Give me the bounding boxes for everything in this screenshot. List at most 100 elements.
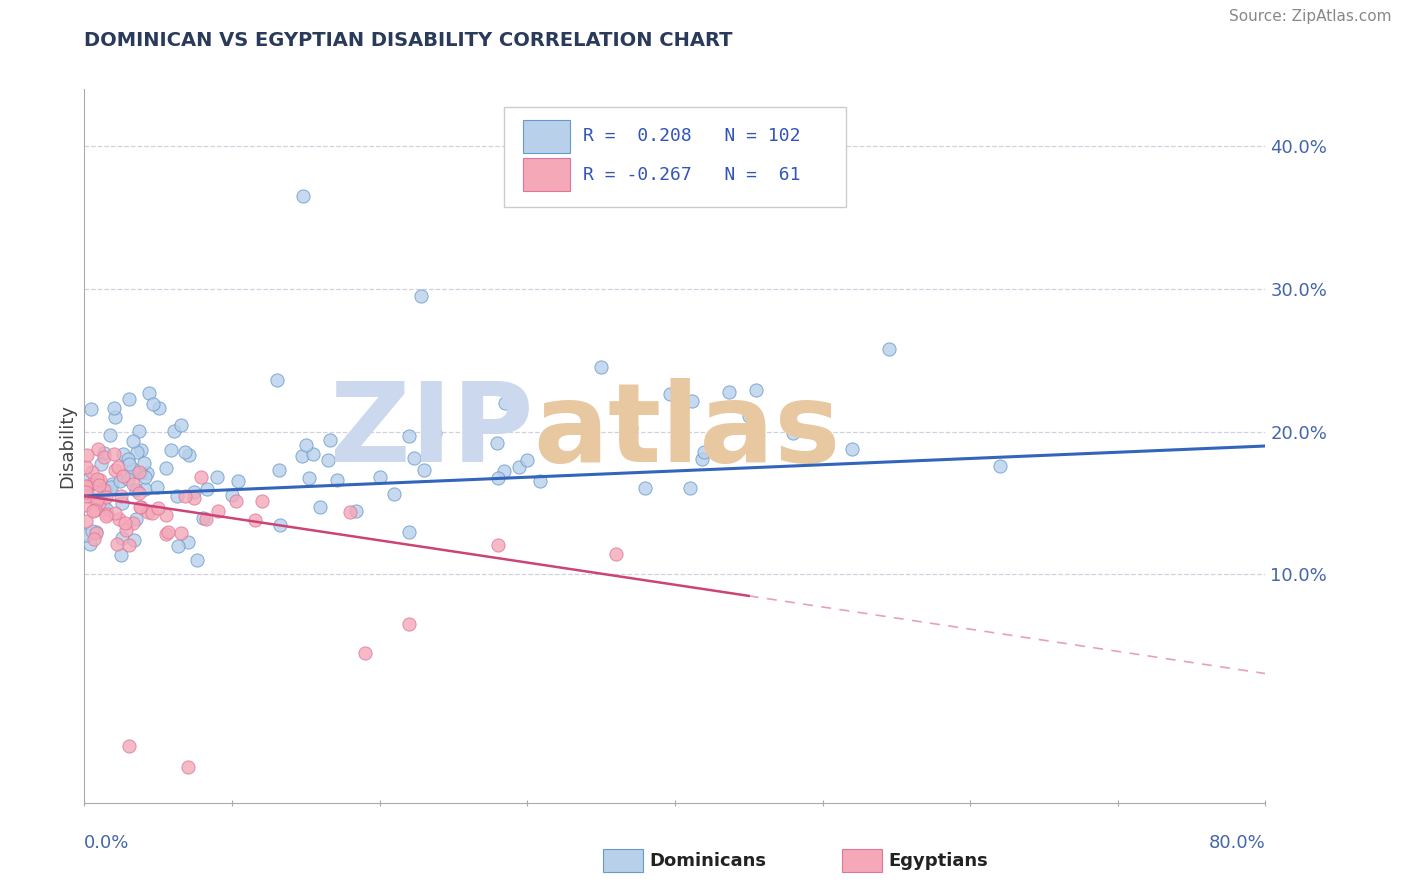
Point bbox=[316, 453, 339, 467]
Point bbox=[221, 488, 243, 502]
Point bbox=[82, 524, 104, 538]
Point bbox=[163, 424, 186, 438]
Point bbox=[339, 505, 361, 519]
Point bbox=[93, 483, 115, 497]
Point bbox=[87, 496, 110, 510]
Point bbox=[118, 457, 141, 471]
Point bbox=[86, 472, 108, 486]
Point bbox=[205, 470, 228, 484]
Point bbox=[77, 472, 100, 486]
Point bbox=[291, 449, 314, 463]
Point bbox=[659, 387, 682, 401]
Point bbox=[409, 289, 432, 303]
Point bbox=[128, 486, 150, 500]
Point bbox=[134, 482, 156, 496]
Point bbox=[508, 459, 530, 474]
Point bbox=[166, 489, 188, 503]
Point bbox=[76, 448, 98, 462]
Point bbox=[105, 537, 128, 551]
FancyBboxPatch shape bbox=[523, 159, 569, 191]
Point bbox=[194, 511, 217, 525]
Point bbox=[94, 483, 117, 497]
Point bbox=[136, 466, 159, 480]
Point bbox=[83, 533, 105, 547]
Point bbox=[76, 489, 98, 503]
Point bbox=[93, 446, 115, 460]
Point bbox=[117, 472, 139, 486]
Point bbox=[125, 445, 148, 459]
Point bbox=[124, 483, 146, 497]
Point bbox=[368, 470, 391, 484]
Point bbox=[529, 474, 551, 488]
Point bbox=[717, 384, 740, 399]
Point bbox=[291, 189, 314, 203]
Point bbox=[398, 429, 420, 443]
Point bbox=[75, 479, 97, 493]
Point bbox=[129, 466, 152, 480]
Point bbox=[83, 491, 105, 506]
Point bbox=[79, 478, 101, 492]
Point bbox=[423, 426, 446, 441]
Point bbox=[82, 466, 104, 480]
Point bbox=[75, 480, 97, 494]
Point bbox=[101, 476, 124, 491]
Point bbox=[129, 500, 152, 515]
Point bbox=[186, 553, 208, 567]
Point bbox=[104, 506, 127, 520]
Point bbox=[148, 501, 170, 516]
Point bbox=[75, 484, 97, 499]
Point bbox=[120, 465, 142, 479]
Point bbox=[681, 394, 703, 409]
Point bbox=[494, 396, 516, 410]
Point bbox=[174, 489, 197, 503]
Point bbox=[678, 481, 700, 495]
Point bbox=[382, 487, 405, 501]
Point bbox=[183, 484, 205, 499]
Point bbox=[148, 401, 170, 415]
Point bbox=[177, 448, 200, 462]
Point bbox=[591, 360, 613, 375]
Point bbox=[84, 526, 107, 541]
Text: ZIP: ZIP bbox=[330, 378, 533, 485]
Point bbox=[115, 523, 138, 537]
Point bbox=[619, 421, 641, 435]
Point bbox=[111, 469, 134, 483]
Point bbox=[309, 500, 332, 515]
Point bbox=[122, 434, 145, 448]
Point bbox=[486, 471, 509, 485]
Point bbox=[122, 533, 145, 548]
Point bbox=[782, 426, 804, 441]
Point bbox=[485, 436, 508, 450]
Point bbox=[166, 539, 188, 553]
Point bbox=[136, 505, 159, 519]
Point bbox=[301, 446, 323, 460]
Point bbox=[141, 506, 163, 520]
Point bbox=[122, 516, 145, 530]
Point bbox=[193, 510, 215, 524]
Point bbox=[96, 507, 118, 521]
Point bbox=[207, 504, 229, 518]
Point bbox=[745, 383, 768, 397]
Point bbox=[80, 401, 103, 416]
Point bbox=[129, 500, 152, 514]
Point bbox=[98, 427, 121, 442]
Point bbox=[111, 496, 134, 510]
Text: R = -0.267   N =  61: R = -0.267 N = 61 bbox=[582, 166, 800, 184]
Point bbox=[634, 481, 657, 495]
Text: Egyptians: Egyptians bbox=[889, 852, 988, 870]
Point bbox=[75, 481, 97, 495]
Point bbox=[155, 508, 177, 523]
Point bbox=[155, 527, 177, 541]
Point bbox=[465, 418, 488, 433]
Point bbox=[93, 450, 115, 464]
Point bbox=[112, 447, 135, 461]
Point bbox=[877, 342, 900, 356]
FancyBboxPatch shape bbox=[523, 120, 569, 153]
Point bbox=[79, 536, 101, 550]
Point bbox=[269, 462, 291, 476]
Point bbox=[94, 502, 117, 516]
Point bbox=[82, 504, 104, 518]
Point bbox=[142, 396, 165, 410]
Point bbox=[146, 480, 169, 494]
Point bbox=[398, 525, 420, 540]
